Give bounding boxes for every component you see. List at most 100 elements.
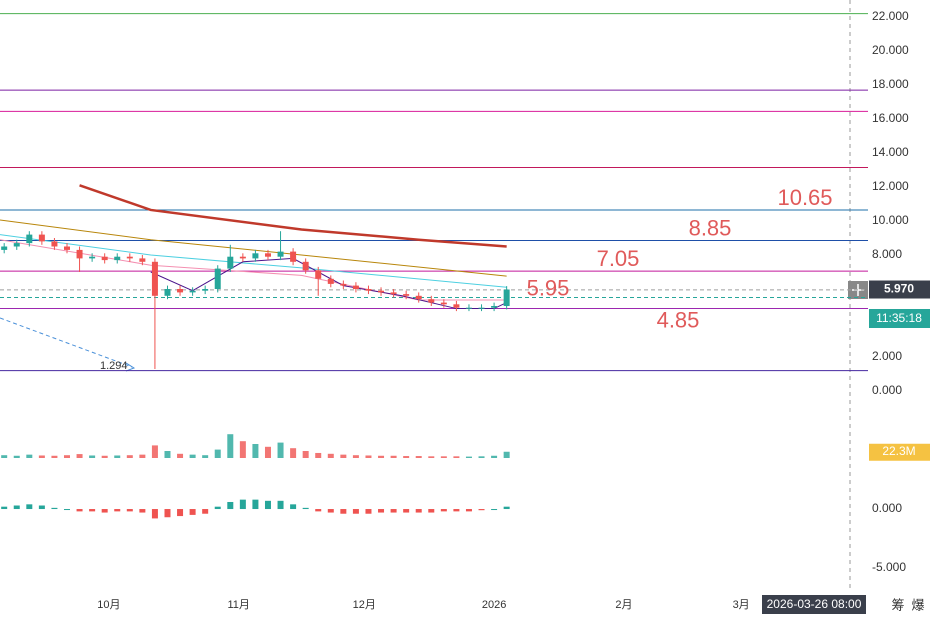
macd-tick-label: 0.000: [872, 501, 902, 515]
drawing-arrow: [125, 362, 136, 372]
candle-body: [239, 256, 246, 259]
candle-body: [465, 307, 472, 309]
macd-bar: [453, 509, 460, 512]
candle-body: [503, 289, 510, 306]
volume-bar: [114, 455, 121, 458]
candle-body: [390, 292, 397, 295]
candle-body: [302, 261, 309, 271]
y-tick-label: 14.000: [872, 145, 909, 159]
volume-bar: [76, 454, 83, 458]
level-label: 7.05: [597, 246, 640, 271]
countdown-tag: [869, 309, 930, 328]
macd-bar: [189, 509, 196, 515]
moving-average: [79, 184, 507, 248]
volume-bar: [277, 442, 284, 458]
moving-average: [0, 239, 507, 301]
candle-body: [114, 256, 121, 261]
candle-body: [277, 251, 284, 257]
macd-bar: [478, 509, 485, 511]
macd-bar: [491, 509, 498, 511]
macd-bar: [428, 509, 435, 513]
moving-average: [0, 219, 507, 277]
volume-bar: [302, 451, 309, 458]
candle-body: [164, 289, 171, 296]
toolbar-button[interactable]: 筹: [891, 597, 904, 612]
macd-bar: [239, 499, 246, 510]
volume-tag-label: 22.3M: [882, 444, 915, 458]
candle-body: [139, 258, 146, 262]
candle-body: [63, 246, 70, 250]
moving-average: [0, 234, 507, 288]
level-label: 10.65: [777, 185, 832, 210]
x-tick-label: 2026: [482, 599, 506, 611]
level-label: 4.85: [657, 307, 700, 332]
volume-bar: [214, 449, 221, 458]
candle-body: [26, 234, 33, 244]
volume-bar: [378, 455, 385, 458]
macd-bar: [1, 506, 8, 510]
candle-body: [440, 302, 447, 305]
macd-bar: [76, 509, 83, 512]
volume-bar: [365, 455, 372, 458]
volume-bar: [1, 455, 8, 458]
level-label: 5.95: [527, 276, 570, 301]
macd-bar: [340, 509, 347, 514]
macd-bar: [440, 509, 447, 512]
macd-bar: [352, 509, 359, 514]
volume-bar: [164, 451, 171, 458]
macd-bar: [390, 509, 397, 513]
candle-body: [227, 256, 234, 269]
volume-bar: [340, 454, 347, 458]
volume-bar: [252, 444, 259, 458]
candle-body: [51, 241, 58, 247]
volume-bar: [139, 454, 146, 458]
price-tag-label: 5.970: [884, 282, 914, 296]
candle-body: [151, 261, 158, 296]
volume-bar: [491, 455, 498, 458]
candle-body: [428, 299, 435, 303]
volume-bar: [227, 434, 234, 458]
macd-bar: [277, 500, 284, 510]
candle-body: [290, 251, 297, 262]
x-tick-label: 3月: [733, 599, 750, 611]
crosshair-date: 2026-03-26 08:00: [767, 597, 862, 611]
volume-bar: [403, 456, 410, 458]
volume-bar: [440, 456, 447, 458]
macd-bar: [89, 509, 96, 512]
candle-body: [177, 289, 184, 293]
macd-bar: [290, 504, 297, 510]
volume-bar: [503, 451, 510, 458]
volume-bar: [327, 453, 334, 458]
volume-bar: [38, 455, 45, 458]
macd-bar: [63, 509, 70, 511]
trend-drawing: [0, 317, 133, 368]
countdown: 11:35:18: [876, 311, 922, 325]
macd-bar: [164, 509, 171, 518]
candle-body: [365, 289, 372, 291]
volume-bar: [428, 456, 435, 458]
macd-bar: [264, 500, 271, 510]
macd-bar: [315, 509, 322, 512]
candle-body: [327, 278, 334, 284]
y-tick-label: 10.000: [872, 213, 909, 227]
macd-bar: [26, 504, 33, 510]
macd-bar: [51, 507, 58, 510]
volume-bar: [26, 454, 33, 458]
candle-body: [214, 268, 221, 289]
volume-bar: [89, 455, 96, 458]
macd-bar: [378, 509, 385, 513]
volume-bar: [177, 453, 184, 458]
macd-bar: [13, 505, 20, 510]
volume-bar: [315, 452, 322, 458]
volume-bar: [390, 455, 397, 458]
candle-body: [76, 249, 83, 259]
toolbar-button[interactable]: 爆: [911, 597, 924, 612]
volume-bar: [202, 455, 209, 458]
macd-bar: [302, 507, 309, 510]
candle-body: [202, 289, 209, 291]
candle-body: [1, 246, 8, 250]
candle-body: [491, 306, 498, 308]
candle-body: [89, 256, 96, 259]
macd-bar: [151, 509, 158, 519]
